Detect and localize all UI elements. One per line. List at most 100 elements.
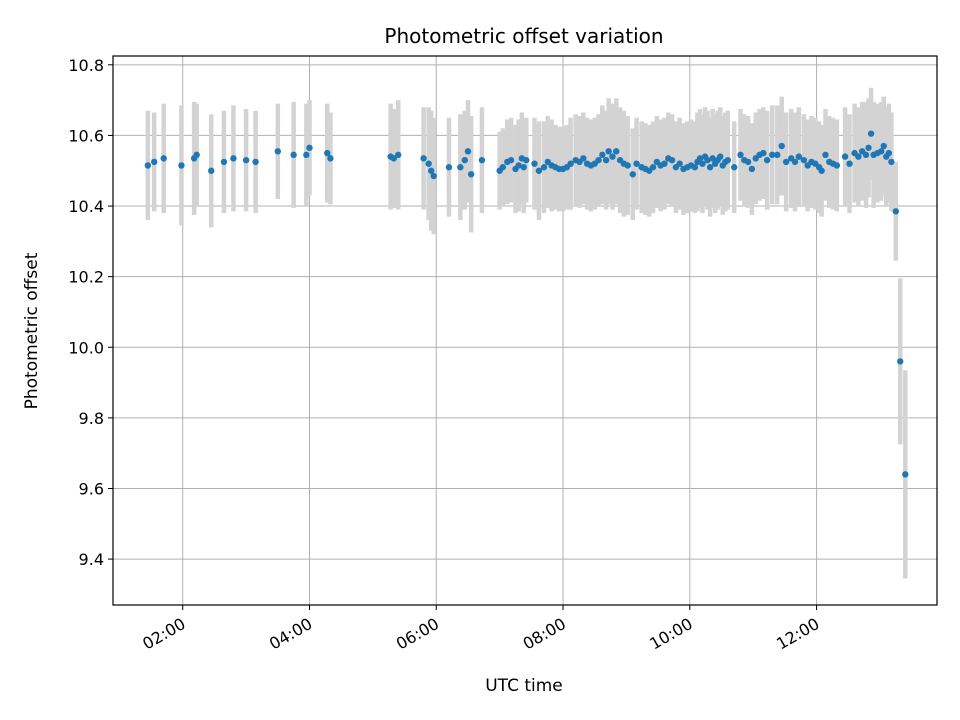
data-point xyxy=(535,167,543,174)
data-point xyxy=(461,156,468,164)
data-point xyxy=(897,358,904,365)
data-point xyxy=(865,144,872,151)
data-point xyxy=(230,155,237,162)
data-point xyxy=(691,164,699,171)
data-point xyxy=(699,160,706,167)
data-point xyxy=(629,171,636,178)
data-point xyxy=(902,471,909,478)
data-point xyxy=(880,142,887,150)
data-point xyxy=(769,151,776,159)
data-point xyxy=(730,164,738,171)
data-point xyxy=(602,156,610,164)
data-point xyxy=(668,156,676,164)
data-point xyxy=(324,149,331,157)
data-point xyxy=(144,162,152,169)
data-point xyxy=(822,151,829,159)
data-point xyxy=(782,158,790,166)
y-tick-label: 9.6 xyxy=(79,479,104,498)
data-point xyxy=(193,151,200,159)
data-point xyxy=(499,164,507,171)
y-tick-label: 10.6 xyxy=(68,126,104,145)
data-point xyxy=(763,156,771,164)
data-point xyxy=(737,151,744,159)
data-point xyxy=(613,148,620,155)
data-point xyxy=(717,153,724,160)
data-point xyxy=(523,156,530,164)
y-tick-label: 10.2 xyxy=(68,268,104,287)
data-point xyxy=(220,158,228,166)
data-point xyxy=(425,160,432,167)
data-point xyxy=(306,144,313,151)
data-point xyxy=(800,156,808,164)
data-point xyxy=(327,155,334,162)
data-point xyxy=(395,151,402,159)
data-point xyxy=(242,156,250,164)
data-point xyxy=(696,155,704,162)
y-tick-label: 10.4 xyxy=(68,197,104,216)
data-point xyxy=(430,172,437,180)
data-point xyxy=(841,153,849,160)
y-tick-label: 9.8 xyxy=(79,409,104,428)
data-point xyxy=(744,158,752,166)
data-point xyxy=(892,208,899,215)
data-point xyxy=(778,142,785,150)
data-point xyxy=(862,151,870,159)
y-axis-ticks: 9.4 9.6 9.8 10.0 10.2 10.4 10.6 10.8 xyxy=(68,56,113,569)
chart-title: Photometric offset variation xyxy=(384,24,663,48)
data-point xyxy=(467,171,475,178)
data-point xyxy=(833,162,841,169)
data-point xyxy=(531,160,538,167)
data-points xyxy=(144,130,909,478)
data-point xyxy=(520,164,527,171)
data-point xyxy=(420,155,427,162)
data-point xyxy=(457,164,464,171)
data-point xyxy=(724,156,732,164)
data-point xyxy=(774,151,781,159)
data-point xyxy=(885,149,893,157)
data-point xyxy=(846,160,853,167)
data-point xyxy=(303,151,310,159)
data-point xyxy=(464,148,472,155)
data-point xyxy=(595,156,602,164)
data-point xyxy=(580,155,587,162)
data-point xyxy=(661,160,668,167)
data-point xyxy=(709,155,716,162)
data-point xyxy=(609,153,616,160)
data-point xyxy=(791,158,799,166)
data-point xyxy=(540,164,548,171)
data-point xyxy=(704,156,711,164)
data-point xyxy=(599,151,606,159)
y-tick-label: 10.0 xyxy=(68,338,104,357)
data-point xyxy=(888,158,895,166)
data-point xyxy=(252,158,259,166)
data-point xyxy=(178,162,185,169)
data-point xyxy=(290,151,297,159)
data-point xyxy=(567,160,574,167)
data-point xyxy=(795,153,803,160)
data-point xyxy=(624,162,631,169)
data-point xyxy=(274,148,281,155)
data-point xyxy=(160,155,167,162)
data-point xyxy=(390,155,397,162)
data-point xyxy=(706,164,714,171)
data-point xyxy=(427,167,435,174)
grid xyxy=(113,56,937,605)
data-point xyxy=(507,156,515,164)
y-tick-label: 10.8 xyxy=(68,56,104,75)
data-point xyxy=(818,167,825,174)
x-axis-label: UTC time xyxy=(485,676,563,696)
data-point xyxy=(748,165,756,173)
data-point xyxy=(605,148,612,155)
data-point xyxy=(855,153,862,160)
y-axis-label: Photometric offset xyxy=(22,252,42,409)
data-point xyxy=(878,148,885,155)
data-point xyxy=(515,162,522,169)
data-point xyxy=(445,164,453,171)
plot-frame xyxy=(112,55,938,606)
data-point xyxy=(151,158,158,166)
data-point xyxy=(676,160,683,167)
data-point xyxy=(208,167,215,174)
data-point xyxy=(478,156,486,164)
data-point xyxy=(649,164,657,171)
